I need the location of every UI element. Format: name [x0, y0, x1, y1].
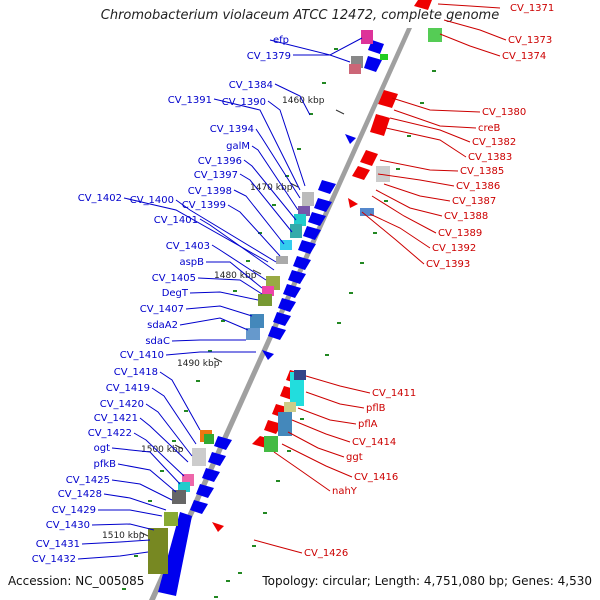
map-title: Chromobacterium violaceum ATCC 12472, co… [100, 8, 500, 23]
gene-label-reverse: ggt [346, 452, 363, 463]
gene-label-reverse: CV_1389 [438, 228, 482, 239]
gene-label-forward: CV_1396 [198, 156, 242, 167]
gene-label-forward: CV_1394 [210, 124, 254, 135]
gene-label-forward: galM [226, 141, 250, 152]
gene-label-reverse: CV_1416 [354, 472, 398, 483]
gene-label-forward: CV_1405 [152, 273, 196, 284]
gene-label-forward: CV_1420 [100, 399, 144, 410]
gene-label-reverse: pflA [358, 419, 378, 430]
gene-label-forward: CV_1398 [188, 186, 232, 197]
gene-label-forward: CV_1390 [222, 97, 266, 108]
gene-label-reverse: CV_1382 [472, 137, 516, 148]
gene-label-reverse: nahY [332, 486, 358, 497]
gene-label-forward: DegT [162, 288, 189, 299]
gene-label-forward: CV_1410 [120, 350, 164, 361]
gene-label-reverse: CV_1371 [510, 3, 554, 14]
gene-label-reverse: CV_1387 [452, 196, 496, 207]
gene-label-forward: sdaA2 [147, 320, 178, 331]
tick-label: 1480 kbp [214, 271, 257, 281]
gene-label-reverse: CV_1374 [502, 51, 546, 62]
gene-label-forward: CV_1384 [229, 80, 273, 91]
gene-label-forward: CV_1402 [78, 193, 122, 204]
tick-label: 1490 kbp [177, 359, 220, 369]
reverse-leaders [253, 3, 507, 554]
gene-label-forward: CV_1407 [140, 304, 184, 315]
forward-leaders [77, 37, 363, 560]
gene-label-reverse: CV_1388 [444, 211, 488, 222]
gene-label-forward: CV_1399 [182, 200, 226, 211]
gene-label-forward: CV_1425 [66, 475, 110, 486]
accession-text: Accession: NC_005085 [8, 574, 145, 588]
gene-label-reverse: CV_1426 [304, 548, 348, 559]
gene-label-reverse: CV_1386 [456, 181, 500, 192]
tick-label: 1470 kbp [250, 183, 293, 193]
gene-label-forward: CV_1419 [106, 383, 150, 394]
gene-label-forward: CV_1430 [46, 520, 90, 531]
gene-label-forward: CV_1429 [52, 505, 96, 516]
tick-label: 1460 kbp [282, 96, 325, 106]
gene-label-reverse: CV_1380 [482, 107, 526, 118]
gene-label-forward: CV_1397 [194, 170, 238, 181]
marker-dashes [122, 48, 436, 598]
gene-label-reverse: CV_1414 [352, 437, 396, 448]
gene-label-forward: aspB [179, 257, 204, 268]
gene-label-reverse: CV_1385 [460, 166, 504, 177]
gene-label-forward: CV_1401 [154, 215, 198, 226]
tick-label: 1500 kbp [141, 445, 184, 455]
gene-label-reverse: CV_1393 [426, 259, 470, 270]
gene-label-forward: CV_1428 [58, 489, 102, 500]
feature-blocks [148, 28, 442, 574]
gene-label-forward: CV_1379 [247, 51, 291, 62]
gene-label-forward: CV_1422 [88, 428, 132, 439]
gene-label-reverse: CV_1373 [508, 35, 552, 46]
gene-label-forward: CV_1431 [36, 539, 80, 550]
gene-label-forward: CV_1400 [130, 195, 174, 206]
gene-label-reverse: CV_1383 [468, 152, 512, 163]
forward-genes [158, 40, 384, 596]
gene-label-reverse: CV_1411 [372, 388, 416, 399]
gene-label-forward: sdaC [145, 336, 170, 347]
topology-text: Topology: circular; Length: 4,751,080 bp… [262, 574, 592, 588]
gene-label-forward: CV_1418 [114, 367, 158, 378]
gene-label-reverse: creB [478, 123, 501, 134]
tick-label: 1510 kbp [102, 531, 145, 541]
gene-label-forward: efp [273, 35, 289, 46]
gene-label-forward: CV_1403 [166, 241, 210, 252]
gene-label-forward: CV_1432 [32, 554, 76, 565]
gene-label-forward: ogt [94, 443, 110, 454]
gene-label-reverse: pflB [366, 403, 386, 414]
gene-label-reverse: CV_1392 [432, 243, 476, 254]
gene-label-forward: CV_1421 [94, 413, 138, 424]
gene-label-forward: pfkB [93, 459, 116, 470]
gene-label-forward: CV_1391 [168, 95, 212, 106]
